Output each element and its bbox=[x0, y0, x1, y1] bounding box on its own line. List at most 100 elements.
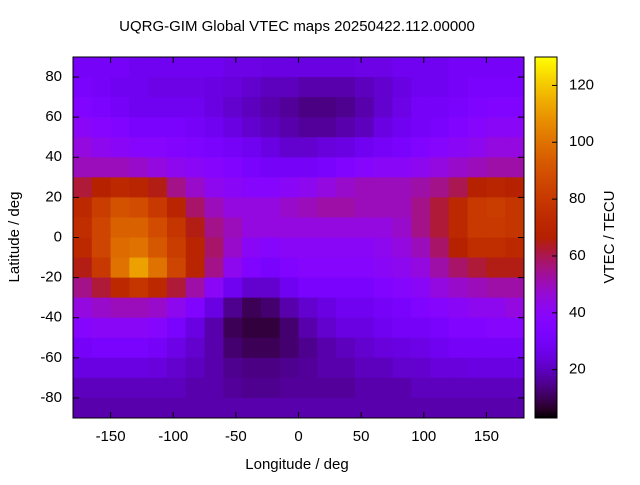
heatmap-cell bbox=[505, 177, 525, 198]
heatmap-cell bbox=[298, 317, 318, 339]
heatmap-cell bbox=[279, 137, 299, 158]
heatmap-cell bbox=[166, 357, 187, 379]
heatmap-cell bbox=[260, 57, 281, 78]
heatmap-cell bbox=[336, 97, 356, 118]
heatmap-cell bbox=[392, 297, 412, 319]
heatmap-cell bbox=[354, 357, 375, 379]
heatmap-cell bbox=[317, 97, 337, 118]
heatmap-cell bbox=[279, 317, 299, 339]
heatmap-cell bbox=[260, 117, 281, 138]
heatmap-cell bbox=[223, 397, 243, 419]
heatmap-cell bbox=[411, 397, 431, 419]
heatmap-cell bbox=[392, 217, 412, 238]
heatmap-cell bbox=[260, 297, 281, 319]
colorbar-tick-label: 80 bbox=[569, 190, 586, 207]
heatmap-cell bbox=[392, 197, 412, 218]
heatmap-cell bbox=[204, 197, 224, 218]
heatmap-cell bbox=[317, 337, 337, 359]
heatmap-cell bbox=[185, 97, 206, 118]
heatmap-cell bbox=[448, 237, 469, 259]
heatmap-cell bbox=[204, 377, 224, 399]
heatmap-cell bbox=[505, 217, 525, 238]
heatmap-cell bbox=[298, 397, 318, 419]
heatmap-cell bbox=[486, 237, 506, 259]
heatmap-cell bbox=[73, 317, 93, 339]
heatmap-cell bbox=[242, 377, 262, 399]
heatmap-cell bbox=[317, 117, 337, 138]
heatmap-cell bbox=[73, 237, 93, 259]
heatmap-cell bbox=[317, 177, 337, 198]
heatmap-cell bbox=[486, 357, 506, 379]
heatmap-cell bbox=[129, 297, 149, 319]
heatmap-cell bbox=[242, 117, 262, 138]
heatmap-cell bbox=[430, 57, 450, 78]
heatmap-cell bbox=[279, 57, 299, 78]
heatmap-cell bbox=[148, 117, 168, 138]
heatmap-cell bbox=[411, 317, 431, 339]
heatmap-cell bbox=[392, 157, 412, 178]
heatmap-cell bbox=[392, 137, 412, 158]
heatmap-cell bbox=[148, 157, 168, 178]
heatmap-cell bbox=[166, 377, 187, 399]
heatmap-cell bbox=[430, 317, 450, 339]
heatmap-cell bbox=[317, 197, 337, 218]
heatmap-cell bbox=[354, 297, 375, 319]
heatmap-cell bbox=[486, 97, 506, 118]
heatmap-cell bbox=[354, 397, 375, 419]
heatmap-cell bbox=[298, 117, 318, 138]
heatmap-cell bbox=[129, 377, 149, 399]
heatmap-cell bbox=[91, 57, 112, 78]
heatmap-cell bbox=[298, 277, 318, 299]
heatmap-cell bbox=[110, 97, 130, 118]
heatmap-cell bbox=[129, 97, 149, 118]
heatmap-cell bbox=[223, 357, 243, 379]
heatmap-cell bbox=[317, 77, 337, 98]
y-tick-label: -60 bbox=[40, 349, 62, 366]
heatmap-cell bbox=[242, 297, 262, 319]
heatmap-cell bbox=[279, 117, 299, 138]
heatmap-cell bbox=[260, 97, 281, 118]
heatmap-cell bbox=[166, 257, 187, 279]
heatmap-cell bbox=[298, 217, 318, 238]
heatmap-cell bbox=[91, 77, 112, 98]
heatmap-cell bbox=[467, 217, 487, 238]
heatmap-cell bbox=[279, 357, 299, 379]
heatmap-cell bbox=[204, 277, 224, 299]
heatmap-cell bbox=[204, 257, 224, 279]
heatmap-cell bbox=[242, 357, 262, 379]
heatmap-cell bbox=[448, 397, 469, 419]
heatmap-cell bbox=[486, 377, 506, 399]
heatmap-cell bbox=[354, 317, 375, 339]
heatmap-cell bbox=[392, 377, 412, 399]
chart-title: UQRG-GIM Global VTEC maps 20250422.112.0… bbox=[119, 18, 475, 35]
heatmap-cell bbox=[110, 217, 130, 238]
heatmap-cell bbox=[392, 257, 412, 279]
heatmap-cell bbox=[448, 337, 469, 359]
heatmap-cell bbox=[110, 177, 130, 198]
heatmap-cell bbox=[73, 377, 93, 399]
heatmap-cell bbox=[110, 317, 130, 339]
heatmap-cell bbox=[298, 357, 318, 379]
heatmap-cell bbox=[223, 337, 243, 359]
heatmap-cell bbox=[204, 237, 224, 259]
heatmap-cell bbox=[430, 257, 450, 279]
heatmap-cell bbox=[279, 277, 299, 299]
heatmap-cell bbox=[467, 297, 487, 319]
heatmap-cell bbox=[223, 257, 243, 279]
heatmap-cell bbox=[166, 237, 187, 259]
heatmap-cell bbox=[448, 117, 469, 138]
heatmap-cell bbox=[430, 157, 450, 178]
heatmap-cell bbox=[204, 157, 224, 178]
heatmap-cell bbox=[298, 137, 318, 158]
y-tick-label: -80 bbox=[40, 389, 62, 406]
heatmap-cell bbox=[223, 277, 243, 299]
heatmap-cell bbox=[392, 317, 412, 339]
heatmap-cell bbox=[430, 277, 450, 299]
heatmap-cell bbox=[486, 317, 506, 339]
heatmap-cell bbox=[242, 197, 262, 218]
heatmap-cell bbox=[373, 237, 393, 259]
heatmap-cell bbox=[486, 117, 506, 138]
heatmap-cell bbox=[73, 297, 93, 319]
heatmap-cell bbox=[336, 237, 356, 259]
heatmap-cell bbox=[129, 357, 149, 379]
